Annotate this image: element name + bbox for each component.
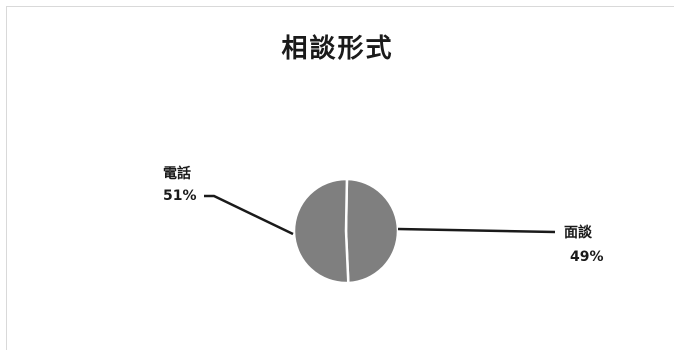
data-label-denwa-pct: 51% (163, 188, 197, 204)
leader-lines (204, 194, 556, 236)
pie-slice-denwa (292, 177, 350, 285)
data-label-mendan-name: 面談 (564, 224, 593, 241)
chart-title: 相談形式 (281, 34, 394, 64)
leader-line-denwa (204, 194, 294, 236)
chart-area (6, 6, 674, 350)
leader-line-mendan (397, 227, 556, 234)
pie-slice-mendan (344, 177, 400, 285)
pie-slices (292, 177, 400, 285)
data-labels: 面談 49% 電話 51% (163, 165, 604, 265)
data-label-denwa-name: 電話 (163, 165, 191, 182)
data-label-mendan-pct: 49% (570, 249, 604, 265)
